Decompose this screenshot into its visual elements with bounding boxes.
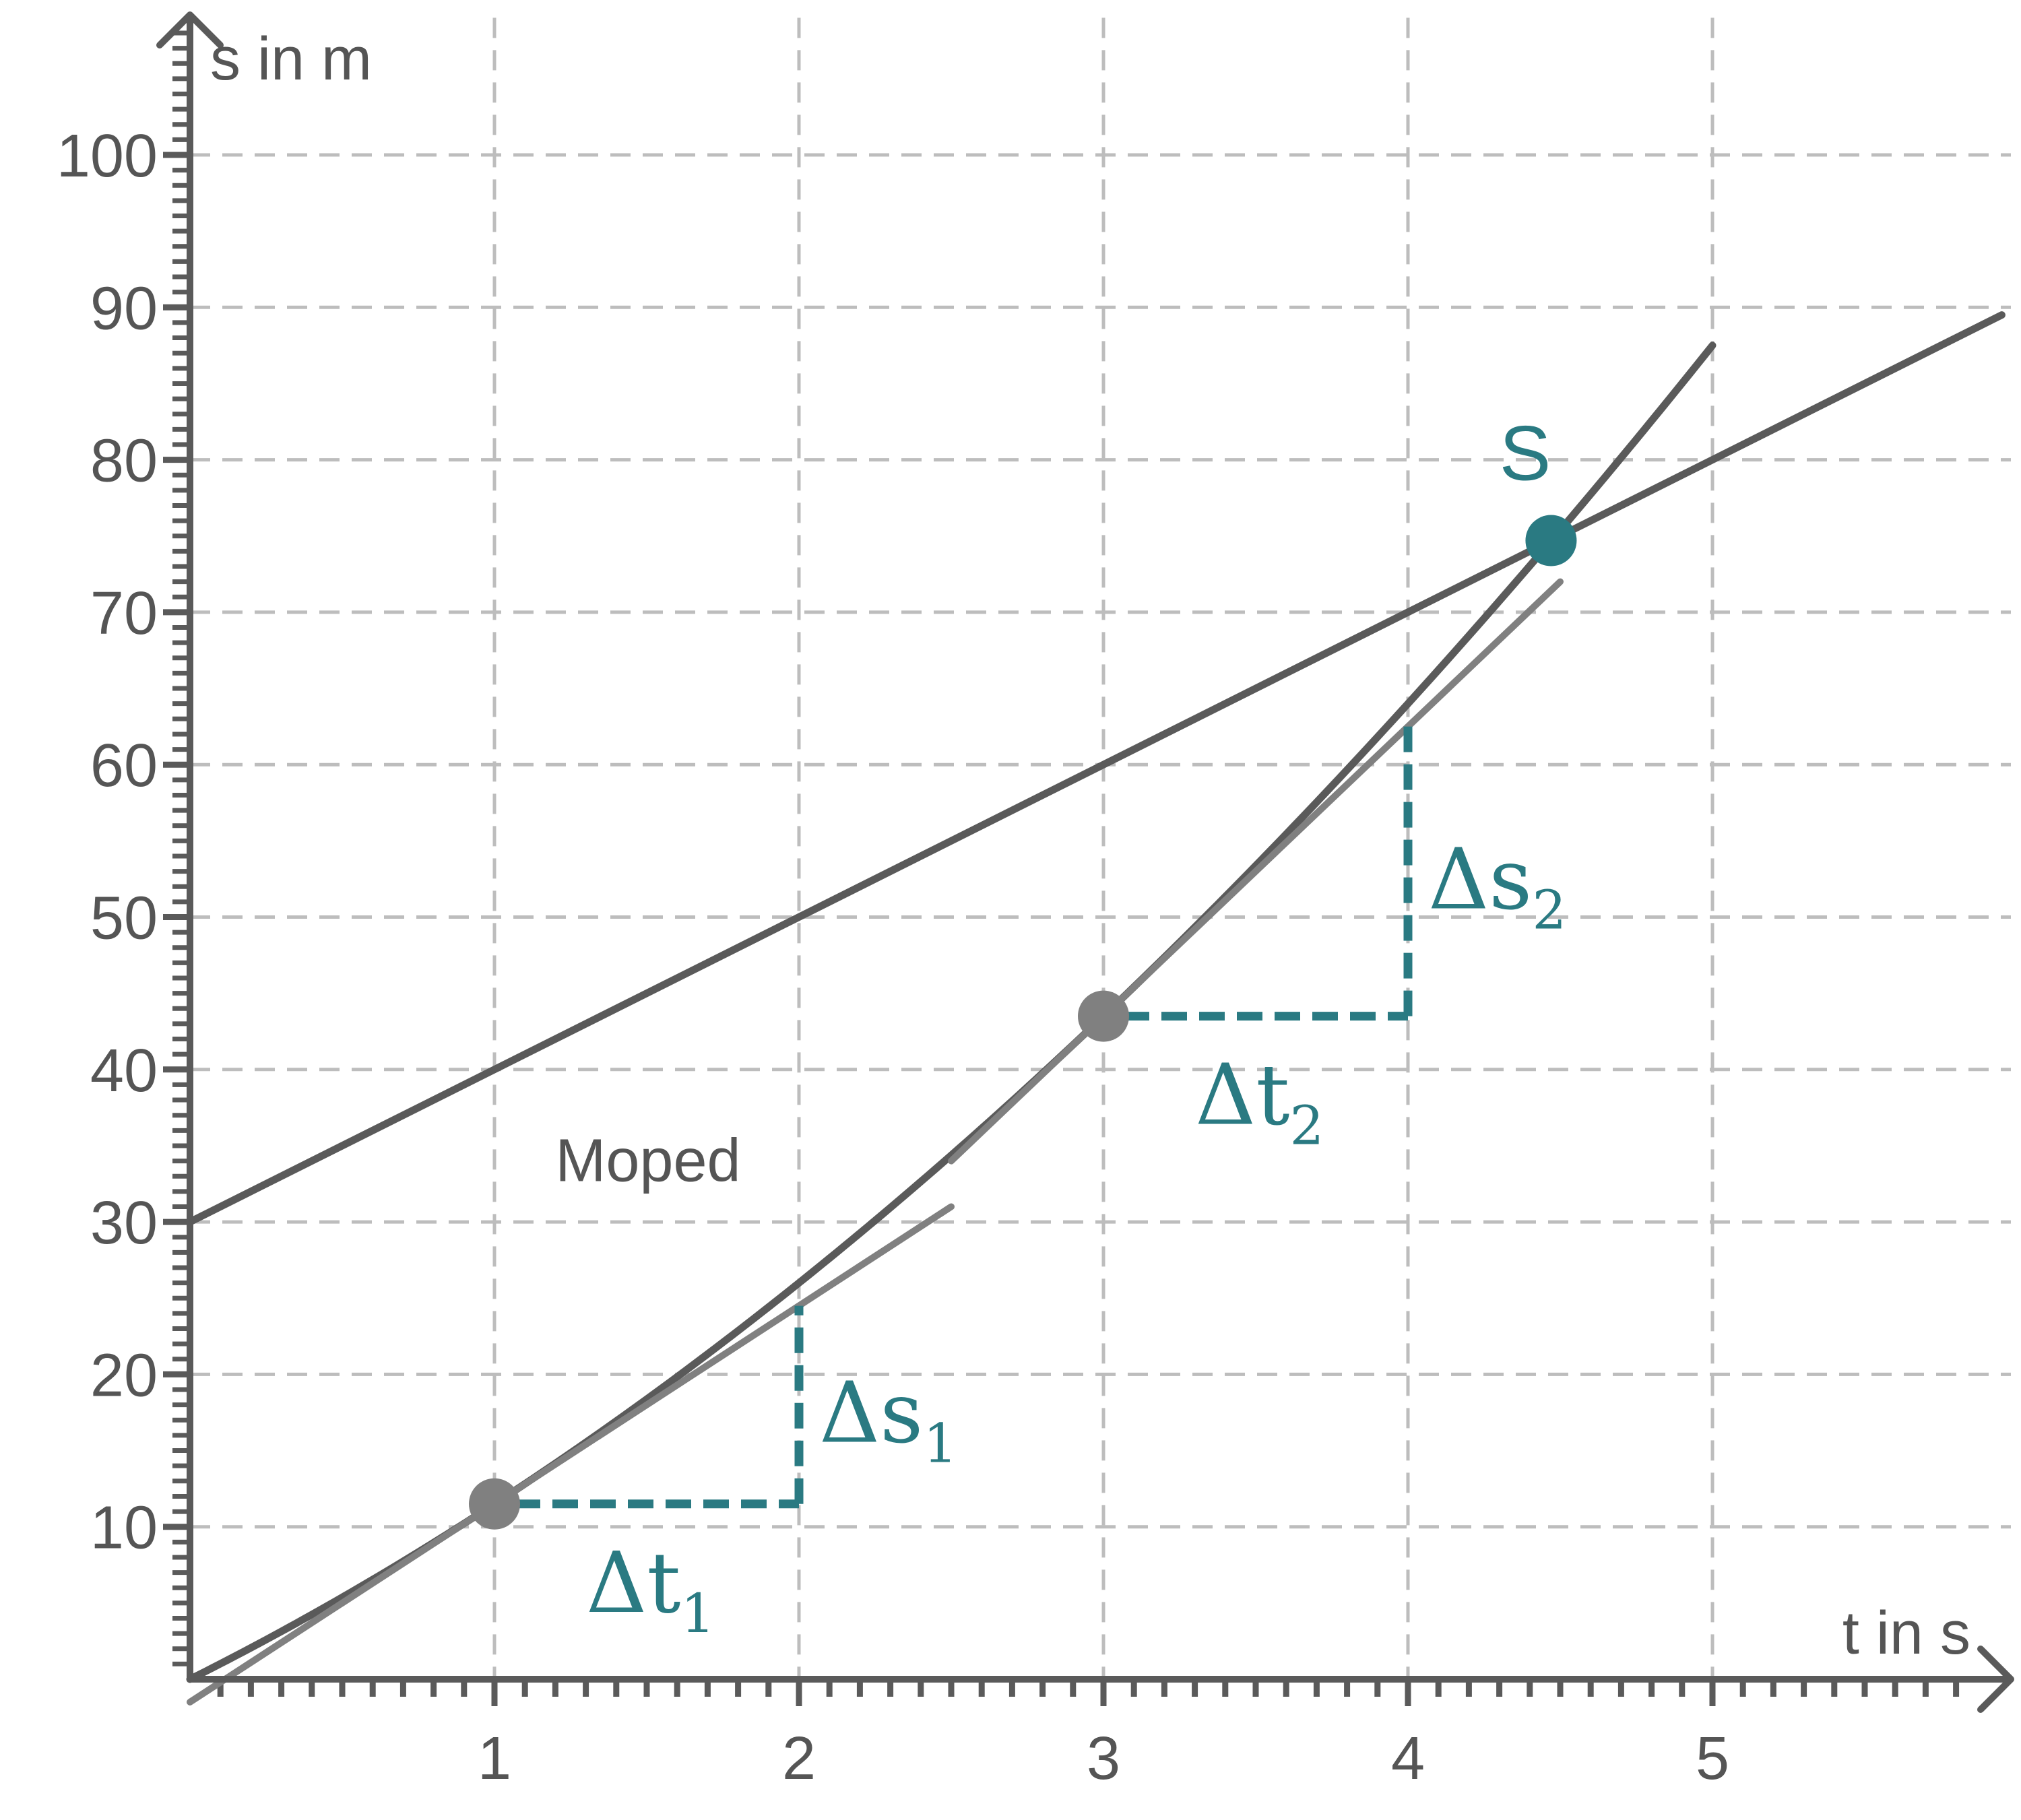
points — [469, 515, 1577, 1530]
delta-t-label-1: Δt1 — [586, 1534, 715, 1645]
point-S — [1525, 515, 1577, 566]
point-1 — [469, 1478, 520, 1530]
grid-lines — [190, 18, 2011, 1679]
series-tangent-2 — [187, 1203, 955, 1705]
y-tick-label-30: 30 — [90, 1190, 158, 1257]
y-tick-label-100: 100 — [57, 123, 158, 190]
delta-t-label-2: Δt2 — [1195, 1047, 1324, 1157]
y-tick-label-60: 60 — [90, 732, 158, 800]
moped-label: Moped — [555, 1128, 740, 1195]
series-curve-0 — [186, 342, 1717, 1683]
y-tick-label-70: 70 — [90, 580, 158, 647]
y-tick-label-10: 10 — [90, 1495, 158, 1562]
series-group — [186, 311, 2006, 1705]
x-tick-label-1: 1 — [478, 1725, 511, 1792]
x-tick-label-5: 5 — [1696, 1725, 1729, 1792]
tick-labels: 1 2 3 4 5 10 20 30 40 50 60 70 80 90 100 — [57, 123, 1729, 1792]
y-tick-label-40: 40 — [90, 1037, 158, 1105]
x-tick-label-3: 3 — [1087, 1725, 1120, 1792]
x-axis-title: t in s — [1842, 1600, 1970, 1667]
y-tick-label-80: 80 — [90, 428, 158, 495]
axes — [156, 11, 2014, 1713]
series-tangent-3 — [948, 578, 1564, 1165]
y-tick-label-90: 90 — [90, 275, 158, 342]
y-axis-arrow — [156, 11, 224, 48]
delta-s-label-2: Δs2 — [1428, 831, 1566, 942]
x-tick-label-4: 4 — [1391, 1725, 1425, 1792]
minor-ticks — [163, 30, 1960, 1706]
labels: s in m t in s Moped S — [210, 26, 1970, 1667]
y-tick-label-50: 50 — [90, 885, 158, 952]
y-axis-title: s in m — [210, 26, 372, 93]
point-2 — [1078, 990, 1129, 1042]
point-label-S: S — [1500, 411, 1551, 497]
delta-s-label-1: Δs1 — [819, 1365, 957, 1475]
x-tick-label-2: 2 — [782, 1725, 816, 1792]
y-tick-label-20: 20 — [90, 1342, 158, 1409]
x-axis-arrow — [1977, 1646, 2014, 1713]
series-line-1 — [186, 311, 2006, 1226]
